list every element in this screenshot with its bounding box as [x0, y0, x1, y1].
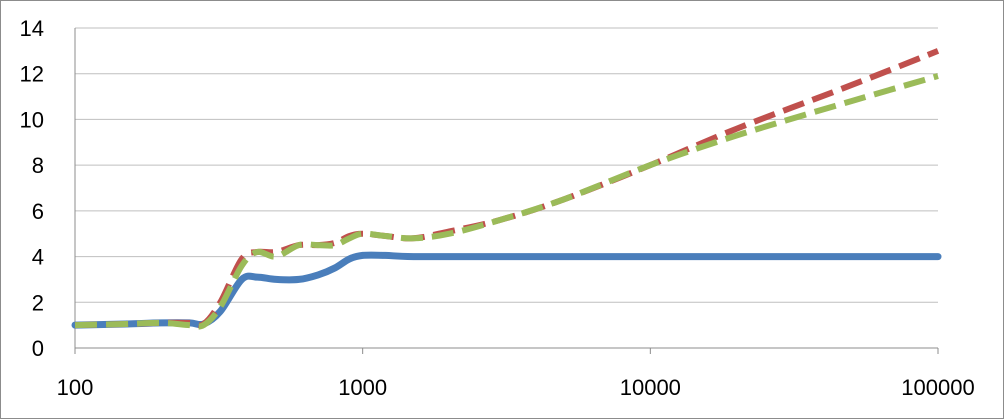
y-tick-label: 14	[20, 16, 44, 41]
x-tick-label: 1000	[338, 375, 387, 400]
tick-labels: 0 2 4 6 8 10 12 14 100 1000 10000 100000	[20, 16, 975, 400]
x-tick-label: 10000	[620, 375, 681, 400]
x-tick-label: 100	[57, 375, 94, 400]
series-line-3	[74, 73, 939, 330]
series-line-1	[71, 251, 942, 329]
x-tick-label: 100000	[901, 375, 974, 400]
series-lines	[71, 48, 942, 330]
y-tick-label: 10	[20, 107, 44, 132]
y-tick-label: 12	[20, 62, 44, 87]
axes	[74, 28, 939, 354]
y-tick-label: 4	[32, 245, 44, 270]
y-tick-label: 8	[32, 153, 44, 178]
y-tick-label: 6	[32, 199, 44, 224]
y-tick-label: 0	[32, 336, 44, 361]
gridlines	[75, 27, 938, 303]
y-tick-label: 2	[32, 290, 44, 315]
